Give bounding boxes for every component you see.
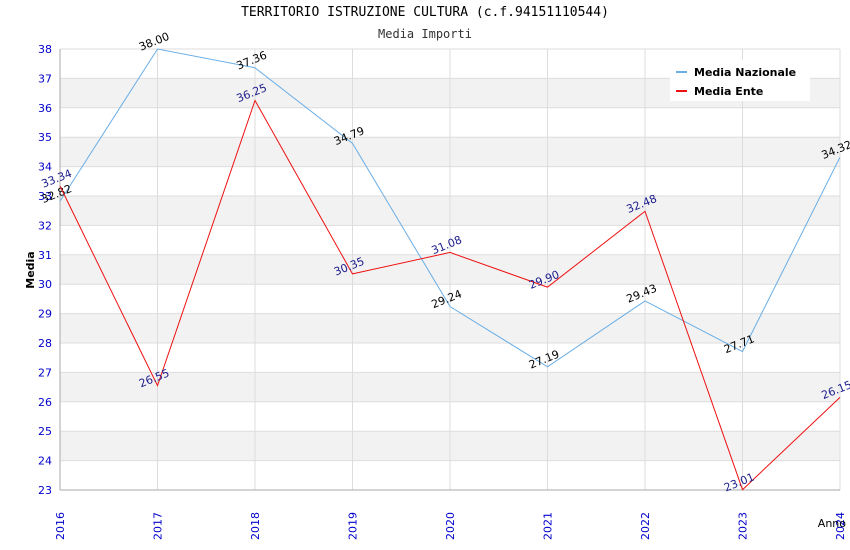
y-tick-label: 25: [38, 425, 52, 438]
y-tick-label: 29: [38, 308, 52, 321]
data-label: 23.01: [722, 471, 756, 495]
legend-box: [670, 60, 810, 101]
data-label: 29.43: [625, 282, 659, 306]
x-tick-label: 2018: [249, 512, 262, 540]
y-tick-label: 31: [38, 249, 52, 262]
data-label: 27.19: [527, 348, 561, 372]
x-tick-label: 2019: [347, 512, 360, 540]
data-label: 37.36: [235, 49, 269, 73]
series-line-1: [59, 48, 841, 368]
x-tick-label: 2022: [639, 512, 652, 540]
x-tick-label: 2016: [54, 512, 67, 540]
y-tick-label: 23: [38, 484, 52, 497]
x-tick-label: 2023: [737, 512, 750, 540]
y-tick-label: 37: [38, 72, 52, 85]
chart-subtitle: Media Importi: [378, 27, 472, 41]
chart-title: TERRITORIO ISTRUZIONE CULTURA (c.f.94151…: [241, 5, 609, 20]
y-tick-label: 24: [38, 455, 52, 468]
x-axis-title: Anno: [818, 517, 846, 530]
y-tick-label: 30: [38, 278, 52, 291]
y-axis-title: Media: [24, 251, 37, 288]
y-tick-label: 38: [38, 43, 52, 56]
legend-label: Media Ente: [694, 85, 763, 98]
y-tick-label: 33: [38, 190, 52, 203]
data-label: 29.24: [430, 287, 464, 311]
x-tick-label: 2021: [542, 512, 555, 540]
y-tick-label: 26: [38, 396, 52, 409]
y-tick-label: 35: [38, 131, 52, 144]
y-tick-label: 28: [38, 337, 52, 350]
data-label: 38.00: [137, 30, 171, 54]
y-tick-label: 34: [38, 161, 52, 174]
legend-label: Media Nazionale: [694, 66, 796, 79]
y-tick-label: 27: [38, 366, 52, 379]
x-tick-label: 2024: [834, 512, 847, 540]
y-tick-label: 36: [38, 102, 52, 115]
x-tick-label: 2017: [152, 512, 165, 540]
y-tick-label: 32: [38, 219, 52, 232]
x-tick-label: 2020: [444, 512, 457, 540]
series-line-2: [59, 99, 841, 491]
